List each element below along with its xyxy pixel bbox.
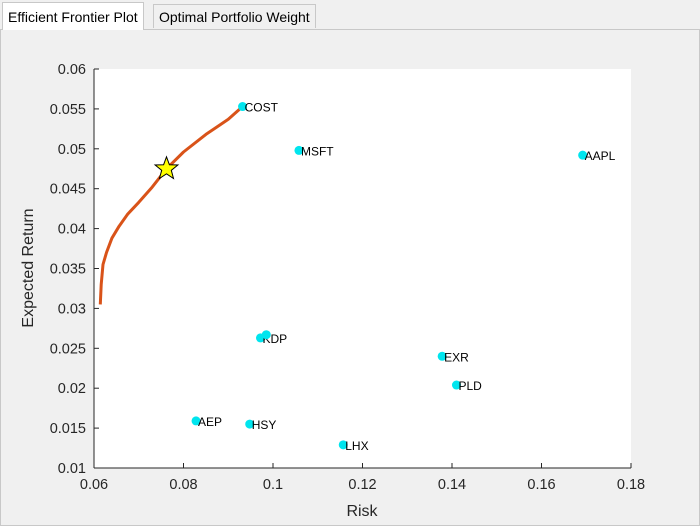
tab-efficient-frontier-plot[interactable]: Efficient Frontier Plot — [2, 2, 144, 30]
asset-point — [191, 416, 201, 426]
y-tick-label: 0.055 — [50, 102, 86, 118]
x-tick-label: 0.14 — [438, 477, 466, 493]
optimal-portfolio-star-icon — [153, 155, 180, 180]
asset-label: EXR — [444, 350, 469, 364]
y-tick-label: 0.04 — [58, 222, 86, 238]
x-ticks: 0.06 0.08 0.1 0.12 0.14 0.16 0.18 — [80, 463, 645, 493]
asset-point — [238, 102, 248, 112]
y-tick-label: 0.03 — [58, 301, 86, 317]
asset-point — [437, 351, 447, 361]
y-tick-label: 0.01 — [58, 461, 86, 477]
x-tick-label: 0.18 — [617, 477, 645, 493]
y-tick-label: 0.035 — [50, 262, 86, 278]
asset-point — [294, 145, 304, 155]
asset-point — [245, 419, 255, 429]
y-tick-label: 0.025 — [50, 341, 86, 357]
asset-label: AAPL — [585, 149, 616, 163]
y-tick-label: 0.045 — [50, 182, 86, 198]
asset-point — [451, 380, 461, 390]
asset-label: LHX — [345, 439, 368, 453]
asset-label: COST — [245, 101, 279, 115]
tab-bar: Efficient Frontier Plot Optimal Portfoli… — [0, 0, 700, 30]
tab-optimal-portfolio-weight[interactable]: Optimal Portfolio Weight — [153, 4, 316, 28]
x-tick-label: 0.16 — [527, 477, 555, 493]
asset-label: HSY — [252, 418, 277, 432]
asset-label: PLD — [458, 379, 482, 393]
asset-point — [338, 440, 348, 450]
y-ticks: 0.01 0.015 0.02 0.025 0.03 0.035 0.04 0.045 0.05… — [50, 62, 99, 477]
y-tick-label: 0.06 — [58, 62, 86, 78]
asset-label: AEP — [198, 415, 222, 429]
asset-point — [578, 150, 588, 160]
y-axis-label: Expected Return — [20, 208, 37, 327]
plot-area — [94, 69, 631, 468]
x-tick-label: 0.08 — [169, 477, 197, 493]
y-tick-label: 0.05 — [58, 142, 86, 158]
y-tick-label: 0.02 — [58, 381, 86, 397]
x-axis-label: Risk — [346, 503, 378, 520]
efficient-frontier-line — [98, 105, 244, 305]
asset-point — [261, 330, 271, 340]
y-tick-label: 0.015 — [50, 421, 86, 437]
asset-label: MSFT — [301, 144, 334, 158]
x-tick-label: 0.12 — [348, 477, 376, 493]
x-tick-label: 0.1 — [263, 477, 283, 493]
x-tick-label: 0.06 — [80, 477, 108, 493]
